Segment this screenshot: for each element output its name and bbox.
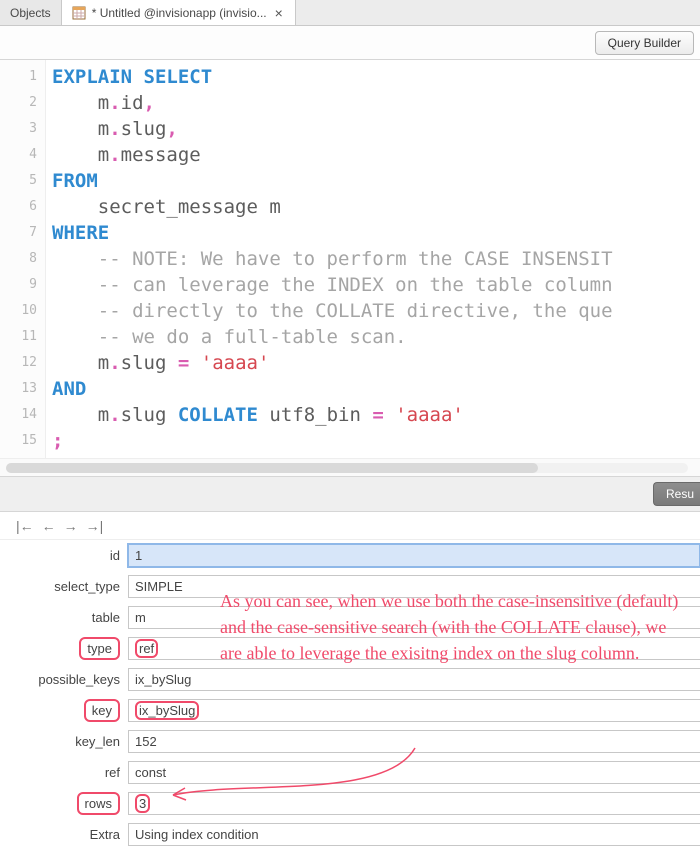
code-token: m xyxy=(52,118,109,140)
close-icon[interactable]: × xyxy=(273,5,285,21)
row-table: table m xyxy=(0,602,700,633)
next-record-icon[interactable]: → xyxy=(64,518,78,534)
code-token: -- directly to the COLLATE directive, th… xyxy=(52,300,613,322)
last-record-icon[interactable]: →| xyxy=(86,518,104,534)
query-builder-button[interactable]: Query Builder xyxy=(595,31,694,55)
editor-hscrollbar[interactable] xyxy=(0,458,700,476)
code-token: , xyxy=(166,118,177,140)
scroll-thumb[interactable] xyxy=(6,463,538,473)
code-token: -- we do a full-table scan. xyxy=(52,326,407,348)
code-token: = xyxy=(372,404,383,426)
field-table[interactable]: m xyxy=(128,606,700,629)
tab-label: * Untitled @invisionapp (invisio... xyxy=(92,6,267,20)
tab-bar: Objects * Untitled @invisionapp (invisio… xyxy=(0,0,700,26)
highlight-box: rows xyxy=(77,792,120,815)
label-key: key xyxy=(0,703,128,718)
code-token: -- NOTE: We have to perform the CASE INS… xyxy=(52,248,613,270)
code-token: slug xyxy=(121,118,167,140)
label-extra: Extra xyxy=(0,827,128,842)
label-table: table xyxy=(0,610,128,625)
code-token: utf8_bin xyxy=(258,404,372,426)
field-rows[interactable]: 3 xyxy=(128,792,700,815)
code-token: , xyxy=(144,92,155,114)
prev-record-icon[interactable]: ← xyxy=(42,518,56,534)
table-icon xyxy=(72,6,86,20)
record-nav: |← ← → →| xyxy=(0,512,700,540)
tab-active-query[interactable]: * Untitled @invisionapp (invisio... × xyxy=(62,0,296,25)
code-token: . xyxy=(109,404,120,426)
highlight-box: type xyxy=(79,637,120,660)
line-gutter: 123456789101112131415 xyxy=(0,60,46,458)
code-token: COLLATE xyxy=(178,404,258,426)
highlight-box: ref xyxy=(135,639,158,658)
code-token: AND xyxy=(52,378,86,400)
code-token: slug xyxy=(121,404,178,426)
code-token: . xyxy=(109,92,120,114)
row-rows: rows 3 xyxy=(0,788,700,819)
highlight-box: key xyxy=(84,699,120,722)
label-ref: ref xyxy=(0,765,128,780)
code-token: FROM xyxy=(52,170,98,192)
tab-label: Objects xyxy=(10,6,51,20)
row-extra: Extra Using index condition xyxy=(0,819,700,850)
code-token: . xyxy=(109,144,120,166)
field-key-len[interactable]: 152 xyxy=(128,730,700,753)
code-token: m xyxy=(52,352,109,374)
row-ref: ref const xyxy=(0,757,700,788)
row-key-len: key_len 152 xyxy=(0,726,700,757)
first-record-icon[interactable]: |← xyxy=(16,518,34,534)
field-select-type[interactable]: SIMPLE xyxy=(128,575,700,598)
row-possible-keys: possible_keys ix_bySlug xyxy=(0,664,700,695)
row-key: key ix_bySlug xyxy=(0,695,700,726)
row-select-type: select_type SIMPLE xyxy=(0,571,700,602)
code-token: slug xyxy=(121,352,178,374)
field-extra[interactable]: Using index condition xyxy=(128,823,700,846)
row-type: type ref xyxy=(0,633,700,664)
code-token: secret_message m xyxy=(52,196,281,218)
editor-toolbar: Query Builder xyxy=(0,26,700,60)
results-button[interactable]: Resu xyxy=(653,482,700,506)
code-token: ; xyxy=(52,430,63,452)
scroll-track[interactable] xyxy=(6,463,688,473)
code-token: m xyxy=(52,404,109,426)
highlight-box: 3 xyxy=(135,794,150,813)
code-token xyxy=(384,404,395,426)
explain-form: id 1 select_type SIMPLE table m type ref… xyxy=(0,540,700,850)
label-possible-keys: possible_keys xyxy=(0,672,128,687)
code-token xyxy=(189,352,200,374)
code-token: -- can leverage the INDEX on the table c… xyxy=(52,274,613,296)
field-possible-keys[interactable]: ix_bySlug xyxy=(128,668,700,691)
code-token: . xyxy=(109,118,120,140)
code-token: 'aaaa' xyxy=(201,352,270,374)
field-key[interactable]: ix_bySlug xyxy=(128,699,700,722)
field-type[interactable]: ref xyxy=(128,637,700,660)
field-ref[interactable]: const xyxy=(128,761,700,784)
code-token: = xyxy=(178,352,189,374)
label-key-len: key_len xyxy=(0,734,128,749)
code-token: WHERE xyxy=(52,222,109,244)
label-select-type: select_type xyxy=(0,579,128,594)
code-token: id xyxy=(121,92,144,114)
code-token: EXPLAIN SELECT xyxy=(52,66,212,88)
results-toolbar: Resu xyxy=(0,476,700,512)
tab-objects[interactable]: Objects xyxy=(0,0,62,25)
label-rows: rows xyxy=(0,796,128,811)
row-id: id 1 xyxy=(0,540,700,571)
highlight-box: ix_bySlug xyxy=(135,701,199,720)
code-token: 'aaaa' xyxy=(395,404,464,426)
code-token: . xyxy=(109,352,120,374)
code-token: m xyxy=(52,144,109,166)
code-token: m xyxy=(52,92,109,114)
sql-editor[interactable]: 123456789101112131415 EXPLAIN SELECT m.i… xyxy=(0,60,700,458)
label-type: type xyxy=(0,641,128,656)
code-area[interactable]: EXPLAIN SELECT m.id, m.slug, m.message F… xyxy=(46,60,700,458)
label-id: id xyxy=(0,548,128,563)
code-token: message xyxy=(121,144,201,166)
field-id[interactable]: 1 xyxy=(128,544,700,567)
